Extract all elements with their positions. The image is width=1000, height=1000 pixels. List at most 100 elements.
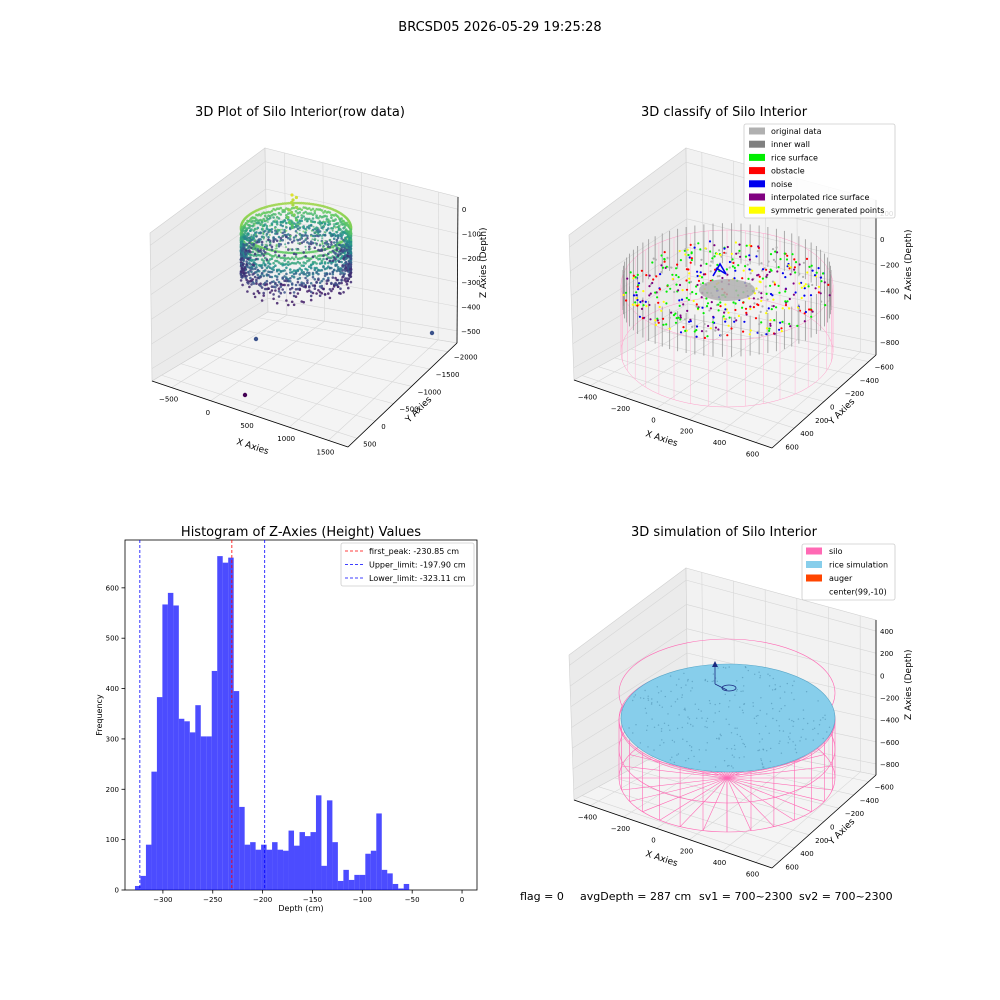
sim-silo-spoke [621, 777, 728, 791]
classify-point [709, 307, 713, 310]
raw-point [287, 236, 290, 240]
classify-point [717, 328, 720, 331]
sim-rice-point [698, 749, 700, 751]
raw-point [346, 254, 350, 258]
sim-rice-point [714, 766, 717, 768]
raw-point [320, 259, 324, 263]
sim-rice-surface [620, 663, 836, 773]
raw-x-tick-label: 0 [206, 409, 210, 417]
hist-x-label: Depth (cm) [278, 904, 323, 913]
hist-y-tick-label: 200 [106, 786, 119, 794]
raw-point [260, 252, 264, 255]
classify-point [737, 264, 740, 267]
raw-point [306, 202, 309, 205]
classify-point [804, 283, 807, 286]
raw-point [268, 240, 271, 243]
raw-point [285, 266, 288, 270]
sim-rice-point [722, 666, 725, 669]
sim-rice-point [660, 728, 663, 730]
raw-point [339, 272, 342, 276]
raw-point [348, 254, 352, 258]
classify-x-tick-label: 0 [651, 416, 655, 424]
classify-point [724, 308, 727, 311]
hist-bar [272, 842, 278, 890]
raw-grid-z [265, 188, 458, 234]
raw-point [240, 275, 243, 279]
raw-point [338, 291, 341, 295]
classify-point [669, 287, 672, 290]
raw-point [268, 275, 272, 279]
raw-point [328, 222, 332, 226]
sim-rice-point [676, 727, 679, 730]
raw-point [296, 201, 300, 205]
raw-point [290, 300, 294, 304]
classify-point [651, 261, 654, 264]
hist-bar [189, 732, 196, 890]
sim-rice-point [812, 728, 814, 731]
raw-point [248, 266, 251, 269]
sim-rice-point [704, 726, 706, 728]
sim-rice-point [793, 698, 795, 701]
sim-rice-point [678, 714, 680, 716]
classify-point [807, 283, 810, 286]
raw-point [341, 233, 344, 236]
raw-point [281, 238, 285, 242]
classify-point [728, 266, 731, 269]
classify-point [665, 323, 668, 326]
classify-point [644, 300, 647, 303]
classify-point [798, 282, 801, 285]
sim-rice-point [653, 726, 656, 728]
classify-point [827, 283, 830, 286]
sim-rice-point [786, 682, 788, 685]
classify-point [786, 254, 789, 257]
raw-point [268, 291, 272, 294]
classify-point [734, 302, 737, 305]
classify-point [662, 300, 665, 303]
classify-point [745, 311, 748, 314]
sim-rice-point [736, 727, 738, 729]
classify-point [756, 303, 759, 306]
hist-x-tick-label: −300 [153, 896, 172, 904]
classify-point [817, 291, 821, 294]
raw-point [308, 217, 311, 221]
sim-rice-point [659, 744, 661, 746]
raw-grid-z [267, 298, 458, 332]
sim-rice-point [691, 687, 693, 689]
sim-rice-point [766, 713, 768, 715]
raw-point [289, 280, 292, 283]
raw-point [289, 238, 292, 241]
raw-point [325, 215, 329, 218]
classify-point [727, 324, 730, 327]
raw-point [289, 271, 292, 274]
classify-point [737, 314, 741, 318]
classify-point [769, 292, 773, 296]
classify-point [781, 307, 784, 310]
sim-rice-point [742, 690, 744, 692]
raw-point [296, 251, 300, 255]
classify-point [731, 258, 734, 261]
classify-point [737, 251, 740, 255]
raw-point [345, 269, 349, 272]
raw-point [248, 273, 251, 277]
raw-point [318, 233, 322, 237]
classify-point [793, 258, 796, 261]
classify-point [693, 246, 696, 249]
raw-point [334, 260, 337, 263]
raw-point [281, 224, 285, 228]
raw-point [265, 234, 268, 237]
classify-point [684, 248, 687, 251]
raw-point [313, 284, 317, 287]
raw-point [329, 238, 332, 241]
classify-x-tick-label: 400 [713, 439, 726, 447]
classify-point [696, 270, 699, 273]
raw-point [292, 291, 296, 294]
hist-bar [392, 883, 399, 890]
sim-rice-point [731, 754, 734, 756]
raw-point [311, 213, 315, 217]
classify-point [654, 323, 658, 326]
classify-x-tick-label: 200 [680, 428, 693, 436]
raw-point [290, 282, 294, 285]
raw-point [277, 261, 281, 264]
classify-point [654, 258, 657, 261]
classify-point [771, 304, 774, 308]
